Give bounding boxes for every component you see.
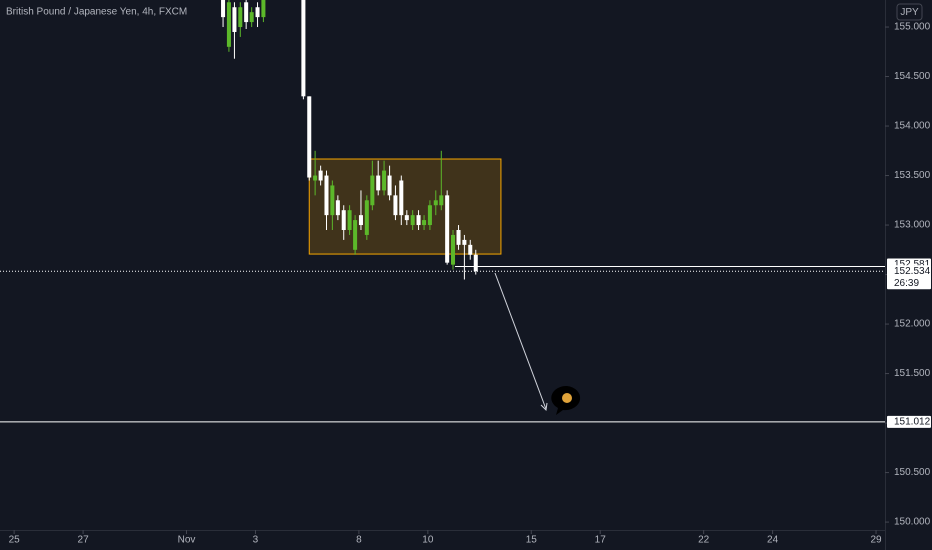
candle-body (232, 7, 237, 32)
x-tick-label: 15 (526, 535, 538, 546)
y-tick-label: 152.000 (894, 319, 931, 330)
candle-body (468, 244, 473, 255)
candle-body (462, 239, 467, 245)
candle-body (255, 7, 260, 18)
candle-body (404, 215, 409, 221)
candle-body (451, 234, 456, 265)
candle-body (433, 200, 438, 206)
currency-box (896, 3, 923, 21)
candle-body (410, 215, 415, 226)
y-tick-label: 154.500 (894, 71, 931, 82)
y-tick-label: 154.000 (894, 121, 931, 132)
candle-body (439, 195, 444, 206)
price-label: 152.581 (894, 259, 931, 270)
candle-body (393, 195, 398, 216)
y-tick-label: 150.500 (894, 467, 931, 478)
candle-body (387, 175, 392, 196)
x-tick-label: 10 (422, 535, 434, 546)
candle-body (261, 0, 266, 18)
price-label-box (887, 265, 931, 290)
x-tick-label: 17 (595, 535, 607, 546)
countdown-label: 26:39 (894, 278, 919, 289)
candle-body (226, 2, 231, 47)
emoji (562, 393, 572, 403)
candle-body (376, 175, 381, 191)
plot-area (0, 0, 885, 423)
candle-body (456, 230, 461, 245)
x-tick-label: 25 (9, 535, 21, 546)
currency-label: JPY (900, 7, 919, 18)
x-tick-label: 22 (698, 535, 710, 546)
candle-body (399, 180, 404, 216)
x-tick-label: 24 (767, 535, 779, 546)
candle-body (324, 175, 329, 216)
y-tick-label: 153.500 (894, 170, 931, 181)
candle-body (244, 2, 249, 23)
zone-box (308, 158, 502, 255)
x-tick-label: 3 (253, 535, 259, 546)
x-tick-label: Nov (178, 535, 196, 546)
candle-body (416, 215, 421, 226)
candle-body (313, 175, 318, 181)
candle-body (318, 170, 323, 181)
comment-bubble (551, 385, 581, 415)
x-tick-label: 29 (870, 535, 882, 546)
candle-body (364, 200, 369, 235)
forecast-arrow (494, 272, 548, 412)
arrow-line (494, 272, 547, 410)
y-tick-label: 155.000 (894, 22, 931, 33)
candle-body (301, 0, 306, 97)
candle-body (330, 185, 335, 216)
y-tick-label: 151.500 (894, 368, 931, 379)
candle-body (341, 210, 346, 230)
y-tick-label: 150.000 (894, 517, 931, 528)
candle-body (445, 195, 450, 263)
chart-title: British Pound / Japanese Yen, 4h, FXCM (6, 7, 187, 18)
candle-body (307, 96, 312, 178)
candle-body (353, 220, 358, 250)
x-tick-label: 27 (78, 535, 90, 546)
candle-body (238, 7, 243, 28)
candle-body (382, 170, 387, 191)
candle-body (221, 0, 226, 18)
candle-body (249, 12, 254, 23)
candle-body (422, 220, 427, 226)
candle-body (370, 175, 375, 206)
price-label-box (887, 415, 931, 428)
candle-body (347, 210, 352, 230)
candle-body (473, 254, 478, 272)
candle-body (358, 215, 363, 226)
candle-body (427, 205, 432, 226)
arrow-head (540, 402, 548, 412)
price-label: 151.012 (894, 417, 931, 428)
price-label: 152.534 (894, 266, 931, 277)
x-tick-label: 8 (356, 535, 362, 546)
y-tick-label: 153.000 (894, 220, 931, 231)
candle-body (335, 200, 340, 216)
